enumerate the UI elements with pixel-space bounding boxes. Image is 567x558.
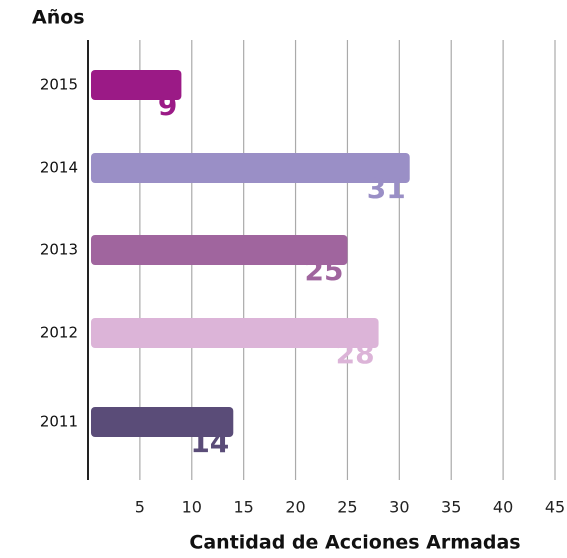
y-tick-label: 2015 <box>40 76 78 94</box>
value-label: 9 <box>158 89 177 122</box>
value-label: 14 <box>190 426 229 459</box>
x-axis-title: Cantidad de Acciones Armadas <box>189 532 520 554</box>
y-tick-label: 2013 <box>40 241 78 259</box>
x-tick-label: 5 <box>135 498 145 517</box>
value-label: 31 <box>367 172 406 205</box>
x-tick-label: 35 <box>441 498 461 517</box>
bar <box>91 407 234 437</box>
bar <box>91 318 379 348</box>
x-tick-label: 45 <box>545 498 565 517</box>
y-tick-label: 2012 <box>40 324 78 342</box>
x-tick-label: 20 <box>285 498 305 517</box>
x-tick-label: 25 <box>337 498 357 517</box>
value-label: 28 <box>336 337 375 370</box>
bar <box>91 235 348 265</box>
y-tick-label: 2014 <box>40 159 78 177</box>
y-tick-label: 2011 <box>40 413 78 431</box>
x-tick-label: 15 <box>233 498 253 517</box>
x-tick-label: 10 <box>182 498 202 517</box>
bar <box>91 70 182 100</box>
value-label: 25 <box>304 254 343 287</box>
x-tick-label: 40 <box>493 498 513 517</box>
bar <box>91 153 410 183</box>
x-tick-label: 30 <box>389 498 409 517</box>
y-axis-title: Años <box>32 7 85 29</box>
